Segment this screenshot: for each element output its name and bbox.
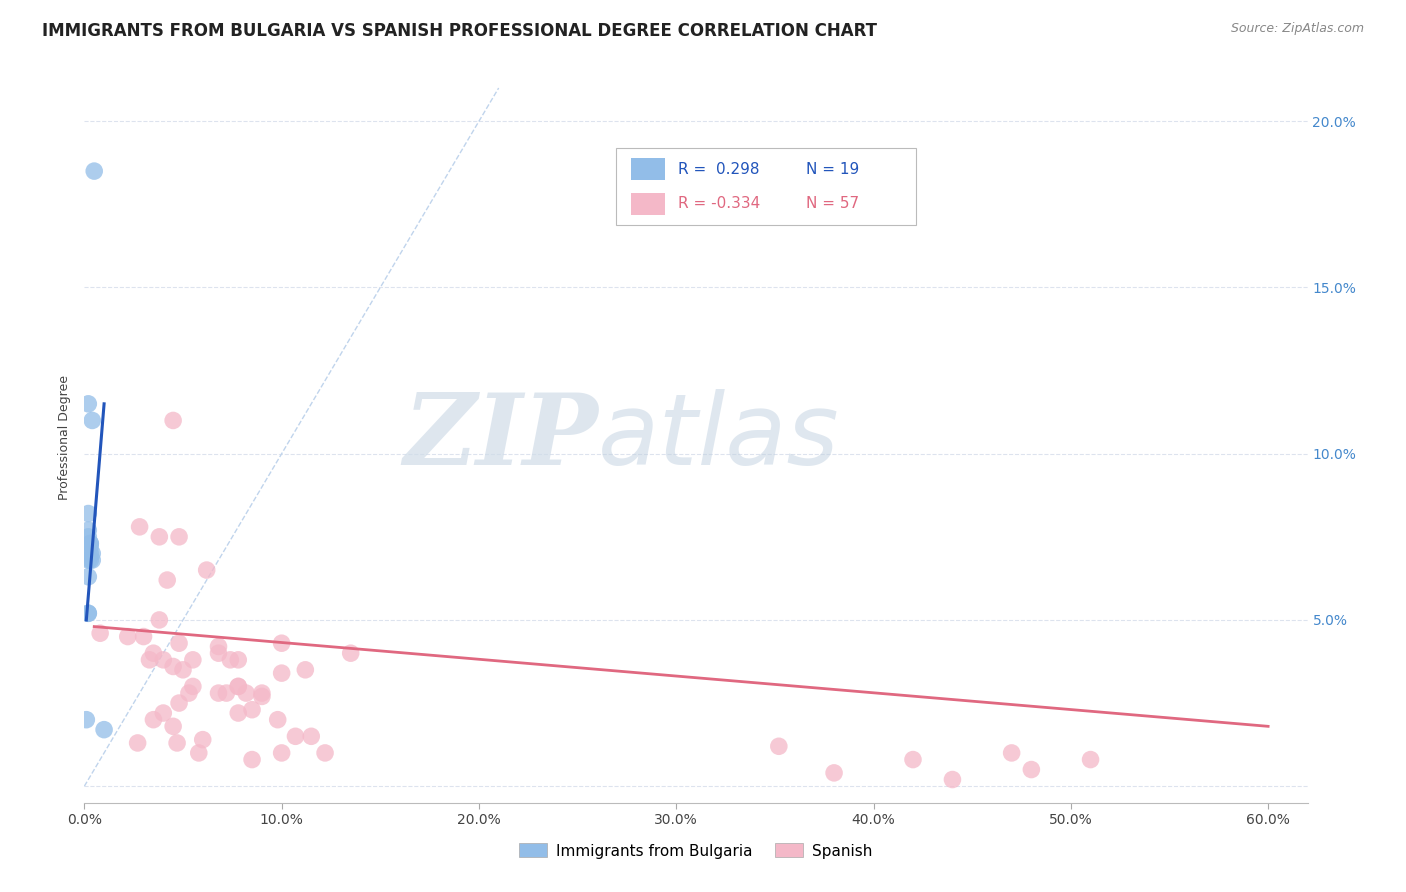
Point [77,607,100,621]
Y-axis label: Professional Degree: Professional Degree [58,375,72,500]
Point [77,507,100,521]
Point [207,640,229,654]
Point [195,563,218,577]
Point [270,746,292,760]
Point [187,746,209,760]
Point [162,659,184,673]
Point [901,753,924,767]
Point [1001,746,1024,760]
Point [240,753,263,767]
Point [250,690,273,704]
Point [148,530,170,544]
Point [132,630,155,644]
Point [1080,753,1102,767]
Point [89,626,111,640]
Point [152,653,174,667]
Point [177,686,200,700]
Point [172,663,194,677]
Point [83,164,105,178]
Point [167,530,190,544]
Point [1021,763,1043,777]
Point [226,680,249,694]
FancyBboxPatch shape [631,193,665,215]
Point [339,646,361,660]
Point [235,686,257,700]
Point [768,739,790,754]
Text: ZIP: ZIP [404,389,598,485]
Point [77,523,100,537]
Point [167,696,190,710]
Text: R =  0.298: R = 0.298 [678,161,759,177]
Point [127,736,149,750]
Point [162,413,184,427]
Point [138,653,160,667]
Point [79,540,101,554]
Point [299,729,322,743]
Point [82,553,104,567]
Point [181,680,204,694]
Point [142,646,165,660]
Text: atlas: atlas [598,389,839,485]
Text: N = 19: N = 19 [806,161,859,177]
Point [117,630,139,644]
Point [240,703,263,717]
Point [79,536,101,550]
Point [93,723,115,737]
Point [148,613,170,627]
Point [270,666,292,681]
Point [219,653,242,667]
Point [142,713,165,727]
FancyBboxPatch shape [631,158,665,180]
Point [823,765,845,780]
Point [128,520,150,534]
Point [166,736,188,750]
Point [941,772,963,787]
Point [82,413,104,427]
Text: N = 57: N = 57 [806,196,859,211]
Point [267,713,290,727]
Point [79,546,101,560]
Point [294,663,316,677]
Point [284,729,307,743]
Point [270,636,292,650]
Point [226,706,249,720]
Text: Source: ZipAtlas.com: Source: ZipAtlas.com [1230,22,1364,36]
Point [75,713,97,727]
Point [77,607,100,621]
Point [152,706,174,720]
Point [314,746,336,760]
Point [226,653,249,667]
Point [77,570,100,584]
Point [181,653,204,667]
Point [82,546,104,560]
Point [191,732,214,747]
Point [226,680,249,694]
Point [167,636,190,650]
Point [215,686,238,700]
Point [156,573,179,587]
Point [77,530,100,544]
Point [207,686,229,700]
Point [162,719,184,733]
Point [79,536,101,550]
Legend: Immigrants from Bulgaria, Spanish: Immigrants from Bulgaria, Spanish [513,838,879,864]
Text: IMMIGRANTS FROM BULGARIA VS SPANISH PROFESSIONAL DEGREE CORRELATION CHART: IMMIGRANTS FROM BULGARIA VS SPANISH PROF… [42,22,877,40]
Point [250,686,273,700]
FancyBboxPatch shape [616,148,917,225]
Text: R = -0.334: R = -0.334 [678,196,759,211]
Point [77,397,100,411]
Point [207,646,229,660]
Point [77,553,100,567]
Point [79,553,101,567]
